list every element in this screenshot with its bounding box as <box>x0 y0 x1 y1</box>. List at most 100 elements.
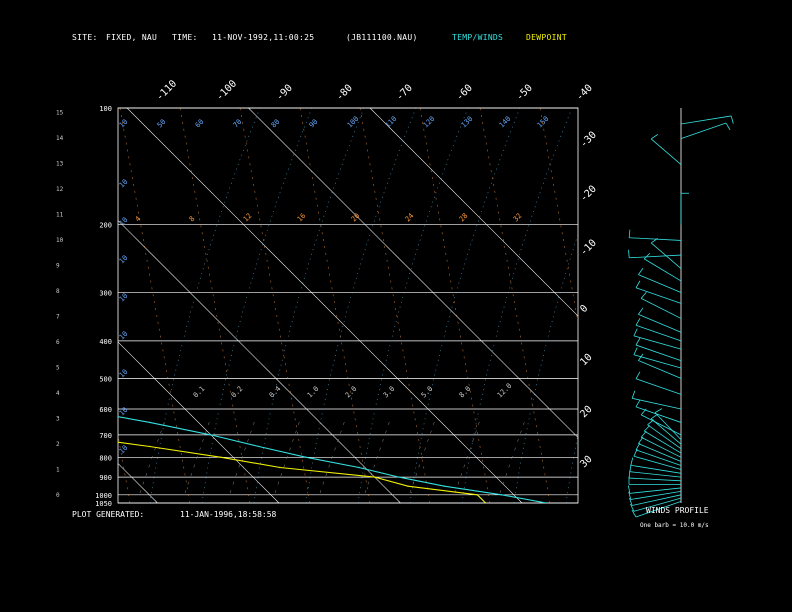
mixing-ratio-label-5.0: 5.0 <box>420 385 435 400</box>
mixing-ratio-label-8.0: 8.0 <box>458 385 473 400</box>
wind-barb <box>632 397 682 410</box>
top-row-label-140: 140 <box>498 115 513 130</box>
wind-barb <box>632 494 682 506</box>
wind-barb <box>635 324 682 342</box>
wind-barb-flag <box>631 509 637 518</box>
height-label-10: 10 <box>56 237 64 244</box>
wind-barb <box>635 378 682 395</box>
moist-adiabat <box>513 233 578 503</box>
height-label-15: 15 <box>56 110 64 117</box>
wind-barb <box>635 501 682 518</box>
temp-label-right-20: 20 <box>578 404 594 420</box>
wind-barb-flag <box>650 134 658 140</box>
temp-label-right--10: -10 <box>578 238 599 259</box>
isotherm <box>248 108 578 438</box>
mixing-ratio-label-0.4: 0.4 <box>268 385 283 400</box>
wind-barb-flag <box>725 122 731 131</box>
dry-adiabat <box>118 433 131 503</box>
wind-barb <box>650 418 682 445</box>
wind-barb <box>644 430 682 454</box>
pressure-label-400: 400 <box>99 338 112 346</box>
moist-left-label-2: 10 <box>118 254 130 266</box>
height-label-0: 0 <box>56 492 60 499</box>
temp-label-top--110: -110 <box>154 78 179 103</box>
height-label-2: 2 <box>56 441 60 448</box>
winds-profile-note: One barb = 10.0 m/s <box>640 522 709 529</box>
moist-adiabat <box>201 108 313 503</box>
top-row-label-110: 110 <box>384 115 399 130</box>
pressure-label-300: 300 <box>99 290 112 298</box>
mixing-ratio-line <box>454 419 481 494</box>
dewpoint-profile-point <box>64 434 65 435</box>
wind-barb-flag <box>640 292 647 299</box>
wind-barb <box>640 414 682 436</box>
dry-adiabat <box>539 108 578 325</box>
temperature-profile-point <box>398 476 400 478</box>
top-row-label-10: 10 <box>118 118 130 130</box>
wind-barb-flag <box>633 328 638 337</box>
wind-barb-flag <box>628 229 631 238</box>
isotherm <box>118 341 280 503</box>
wind-barb-flag <box>635 280 641 288</box>
wind-barb <box>640 436 682 458</box>
temp-label-top--40: -40 <box>574 83 595 104</box>
top-row-label-50: 50 <box>156 118 168 130</box>
wind-barb-flag <box>635 337 641 346</box>
temp-label-right-30: 30 <box>578 454 594 470</box>
temperature-profile-point <box>305 456 307 459</box>
wind-barb-flag <box>643 425 651 432</box>
temperature-profile <box>118 416 547 503</box>
top-row-label-70: 70 <box>232 118 244 130</box>
moist-adiabat <box>305 108 417 503</box>
dry-adiabat <box>600 108 670 503</box>
temp-label-top--50: -50 <box>514 83 535 104</box>
pressure-label-900: 900 <box>99 474 112 482</box>
dewpoint-profile-point <box>407 485 409 487</box>
pressure-label-800: 800 <box>99 454 112 462</box>
wind-barb-flag <box>638 307 644 315</box>
height-label-6: 6 <box>56 339 60 346</box>
moist-left-label-5: 10 <box>118 368 130 380</box>
temperature-profile-point <box>443 485 446 487</box>
dry-adiabat-label-28: 28 <box>458 212 470 224</box>
height-label-11: 11 <box>56 212 64 219</box>
wind-barb-flag <box>635 371 641 379</box>
pressure-label-500: 500 <box>99 375 112 383</box>
temperature-profile-point <box>258 445 260 448</box>
isotherm <box>118 463 158 503</box>
plot-generated-value: 11-JAN-1996,18:58:58 <box>180 510 277 519</box>
wind-barb <box>638 274 682 293</box>
dry-adiabat <box>419 108 491 503</box>
dewpoint-profile-point <box>373 476 376 478</box>
mixing-ratio-label-1.0: 1.0 <box>306 385 321 400</box>
time-value: 11-NOV-1992,11:00:25 <box>212 33 315 42</box>
pressure-label-600: 600 <box>99 406 112 414</box>
height-label-8: 8 <box>56 288 60 295</box>
isotherm <box>369 108 578 317</box>
dry-adiabat-label-8: 8 <box>188 215 197 224</box>
height-label-5: 5 <box>56 365 60 372</box>
wind-barb <box>654 412 682 440</box>
wind-barb-flag <box>628 249 630 258</box>
temp-label-top--80: -80 <box>334 83 355 104</box>
temperature-profile-point <box>545 502 547 503</box>
dry-adiabat <box>359 108 431 503</box>
top-row-label-90: 90 <box>308 118 320 130</box>
height-label-14: 14 <box>56 135 64 142</box>
temp-label-right-10: 10 <box>578 352 594 368</box>
wind-barb-flag <box>630 503 635 512</box>
mixing-ratio-label-12.0: 12.0 <box>496 382 514 400</box>
dry-adiabat <box>179 108 251 503</box>
isotherm <box>118 220 401 503</box>
wind-barb <box>629 471 682 478</box>
wind-barb-flag <box>730 115 734 124</box>
moist-adiabat <box>409 108 521 503</box>
time-label: TIME: <box>172 33 198 42</box>
temperature-profile-point <box>210 434 212 436</box>
legend-temp-winds: TEMP/WINDS <box>452 33 504 42</box>
wind-barb <box>633 455 682 470</box>
mixing-ratio-label-2.0: 2.0 <box>344 385 359 400</box>
height-label-13: 13 <box>56 161 64 168</box>
dewpoint-profile <box>118 441 486 503</box>
